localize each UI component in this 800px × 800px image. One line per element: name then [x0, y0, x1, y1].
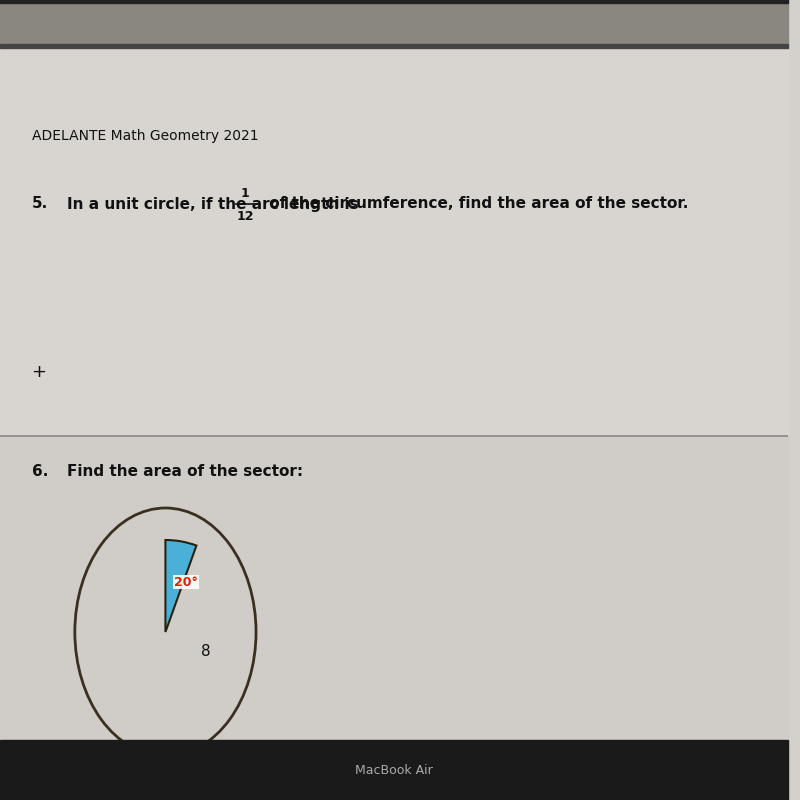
Text: –  +  136%  :: – + 136% :	[701, 17, 772, 27]
Wedge shape	[166, 540, 197, 632]
Text: MacBook Air: MacBook Air	[355, 763, 433, 777]
Text: 20°: 20°	[174, 576, 198, 589]
Text: Find the area of the sector:: Find the area of the sector:	[67, 465, 303, 479]
Bar	[0, 740, 788, 800]
Bar	[0, 0, 788, 44]
Text: +: +	[31, 363, 46, 381]
Text: In a unit circle, if the arc length is: In a unit circle, if the arc length is	[67, 197, 364, 211]
Bar	[0, 44, 788, 48]
Text: 12: 12	[237, 210, 254, 222]
Text: ADELANTE Math Geometry 2021: ADELANTE Math Geometry 2021	[31, 129, 258, 143]
Text: 5.: 5.	[31, 197, 48, 211]
Text: 8: 8	[202, 645, 211, 659]
Bar	[0, 436, 788, 740]
Text: 1: 1	[241, 187, 250, 200]
Text: 6.: 6.	[31, 465, 48, 479]
Text: of the circumference, find the area of the sector.: of the circumference, find the area of t…	[264, 197, 689, 211]
Text: PM Math Adel...  ▶  Dannae Mondragon - Sector Areas and Arc Lengths of Circles.p: PM Math Adel... ▶ Dannae Mondragon - Sec…	[12, 17, 484, 27]
Bar	[0, 48, 788, 436]
Bar	[0, 0, 788, 3]
